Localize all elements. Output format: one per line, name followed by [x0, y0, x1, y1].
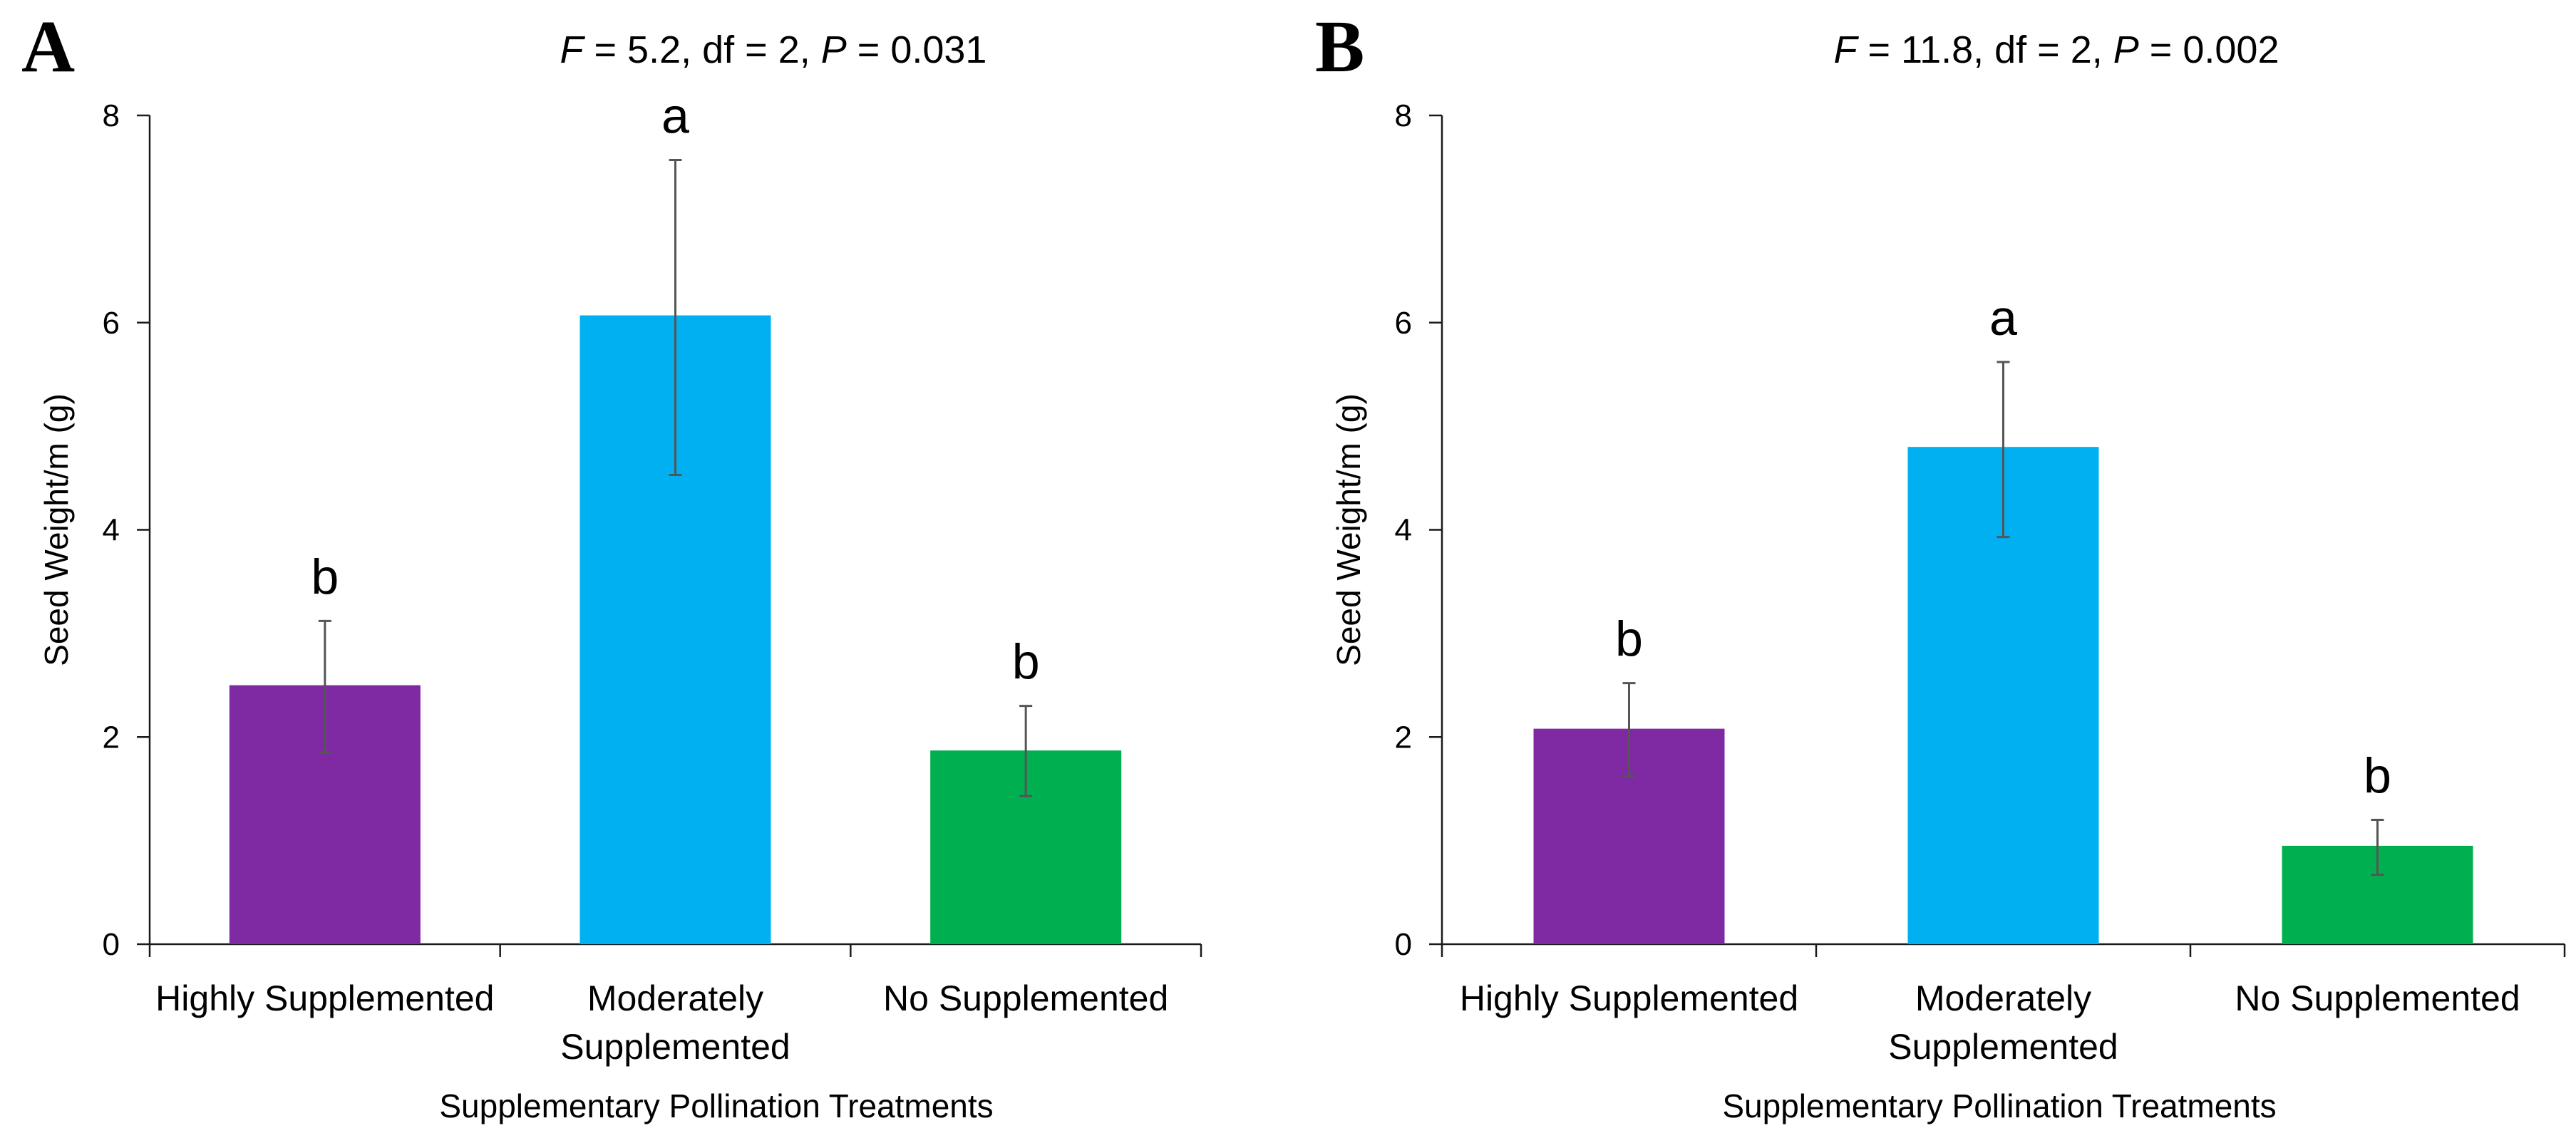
title-p-symbol: P [821, 29, 847, 71]
x-category-label: Supplemented [1888, 1027, 2118, 1067]
significance-letter: a [661, 88, 689, 144]
x-category-label: No Supplemented [2235, 978, 2520, 1018]
chart-title: F = 11.8, df = 2, P = 0.002 [1834, 29, 2279, 71]
chart-panel-b: B F = 11.8, df = 2, P = 0.002 0 2 4 6 8 b Highly… [1315, 6, 2566, 1124]
x-axis-title: Supplementary Pollination Treatments [439, 1087, 993, 1124]
title-p-value: = 0.031 [847, 29, 987, 71]
significance-letter: a [1989, 290, 2017, 346]
y-tick-label: 6 [103, 306, 120, 341]
title-f-value: = 5.2, df = 2, [584, 29, 821, 71]
y-tick-label: 2 [1395, 720, 1412, 755]
title-f-symbol: F [1834, 29, 1860, 71]
y-tick-label: 6 [1395, 306, 1412, 341]
x-category-label: Highly Supplemented [1460, 978, 1798, 1018]
y-tick-label: 0 [103, 927, 120, 962]
panel-label: B [1315, 6, 1364, 88]
x-category-label: Moderately [587, 978, 763, 1018]
y-tick-label: 8 [103, 98, 120, 133]
panel-label: A [21, 6, 75, 88]
y-tick-label: 4 [1395, 513, 1412, 548]
significance-letter: b [311, 549, 339, 604]
title-p-value: = 0.002 [2139, 29, 2279, 71]
x-category-label: Moderately [1915, 978, 2091, 1018]
x-axis-title: Supplementary Pollination Treatments [1722, 1087, 2276, 1124]
chart-panel-a: A F = 5.2, df = 2, P = 0.031 0 2 4 6 8 b Highly … [21, 6, 1202, 1124]
significance-letter: b [1012, 634, 1040, 690]
y-tick-label: 0 [1395, 927, 1412, 962]
title-f-value: = 11.8, df = 2, [1858, 29, 2113, 71]
y-tick-label: 2 [103, 720, 120, 755]
y-tick-label: 8 [1395, 98, 1412, 133]
chart-title: F = 5.2, df = 2, P = 0.031 [560, 29, 987, 71]
x-category-label: Highly Supplemented [155, 978, 494, 1018]
x-category-label: Supplemented [560, 1027, 790, 1067]
y-axis-title: Seed Weight/m (g) [38, 393, 75, 666]
y-axis-title: Seed Weight/m (g) [1330, 393, 1367, 666]
x-category-label: No Supplemented [883, 978, 1168, 1018]
title-p-symbol: P [2113, 29, 2139, 71]
significance-letter: b [1615, 611, 1643, 667]
y-tick-label: 4 [103, 513, 120, 548]
title-f-symbol: F [560, 29, 586, 71]
significance-letter: b [2364, 748, 2391, 804]
